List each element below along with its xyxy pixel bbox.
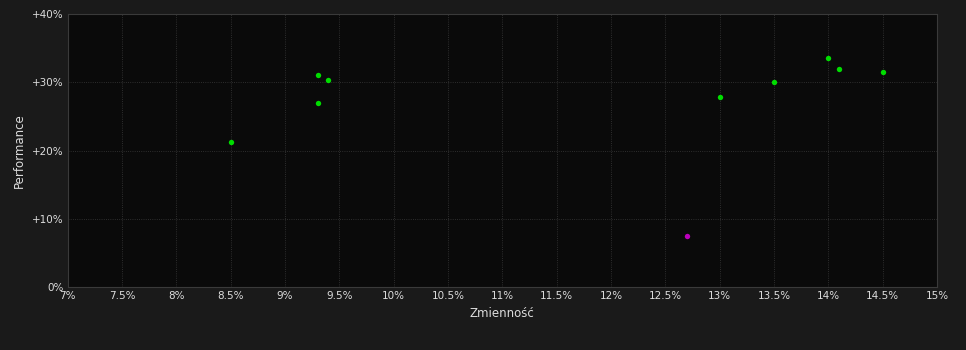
Point (223, 140, 239, 145)
Point (712, 94, 727, 100)
Point (679, 233, 695, 239)
Point (310, 100, 326, 106)
Point (875, 69, 891, 75)
Point (832, 66, 847, 71)
Point (821, 56, 837, 61)
Point (321, 77, 336, 83)
X-axis label: Zmienność: Zmienność (469, 307, 535, 320)
Point (766, 79, 781, 85)
Point (310, 73, 326, 78)
Y-axis label: Performance: Performance (14, 113, 26, 188)
